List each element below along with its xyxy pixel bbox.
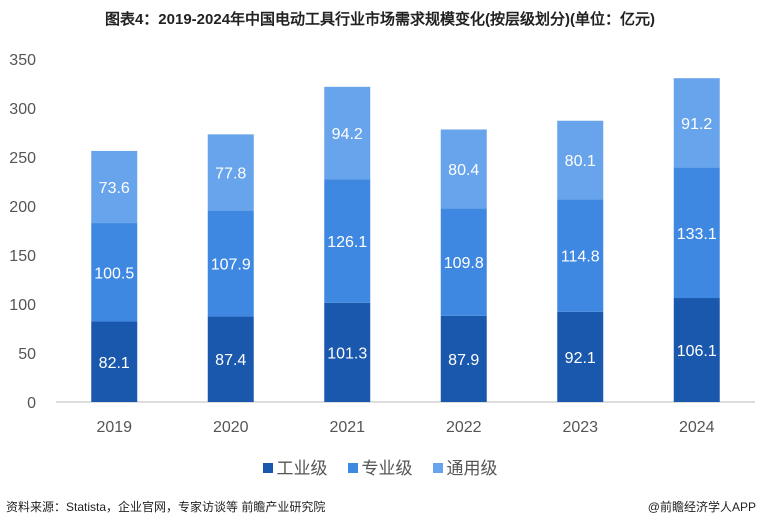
bar-segment [557,120,604,200]
data-label: 80.1 [565,153,596,170]
bar-segment [324,302,371,402]
bar-segment [557,311,604,402]
legend-swatch [347,463,358,473]
legend-label: 通用级 [446,459,498,478]
x-tick-label: 2020 [213,419,249,436]
bar-segment [324,179,371,303]
y-tick-label: 350 [9,52,36,69]
x-tick-label: 2019 [96,419,132,436]
source-note: 资料来源：Statista，企业官网，专家访谈等 前瞻产业研究院 [6,500,326,514]
data-label: 100.5 [94,265,134,282]
y-tick-label: 300 [9,101,36,118]
data-label: 126.1 [327,234,367,251]
data-label: 114.8 [561,248,600,265]
bar-segment [207,316,254,402]
data-label: 80.4 [448,162,479,179]
bar-segment [91,321,138,402]
data-label: 133.1 [677,226,717,243]
y-tick-label: 50 [18,346,36,363]
y-tick-label: 150 [9,248,36,265]
data-label: 87.4 [215,352,246,369]
bar-segment [207,134,254,211]
bar-segment [91,150,138,224]
legend-item: 工业级 [262,459,328,478]
bar-segment [440,208,487,316]
legend-item: 通用级 [432,459,498,478]
data-label: 73.6 [99,180,130,197]
bar-segment [440,315,487,402]
data-label: 101.3 [327,345,367,362]
bar-segment [324,86,371,180]
bar-segment [207,210,254,317]
y-tick-label: 200 [9,199,36,216]
data-label: 107.9 [211,256,251,273]
data-label: 94.2 [332,126,363,143]
data-label: 106.1 [677,343,717,360]
x-tick-label: 2022 [446,419,482,436]
chart-title: 图表4：2019-2024年中国电动工具行业市场需求规模变化(按层级划分)(单位… [104,11,656,28]
data-label: 91.2 [681,116,712,133]
bar-segment [440,129,487,209]
legend-item: 专业级 [347,459,413,478]
legend-label: 专业级 [361,459,413,478]
y-tick-label: 100 [9,297,36,314]
legend-swatch [432,463,443,473]
legend: 工业级 专业级 通用级 [0,454,760,479]
data-label: 87.9 [448,352,479,369]
x-tick-label: 2024 [679,419,715,436]
legend-label: 工业级 [276,459,328,478]
x-tick-label: 2021 [329,419,365,436]
bar-segment [673,167,720,299]
y-tick-label: 0 [27,395,36,412]
data-label: 82.1 [99,355,130,372]
bar-segment [673,298,720,402]
bar-segment [91,223,138,322]
bar-segment [557,199,604,312]
bar-segment [673,78,720,168]
data-label: 92.1 [565,350,596,367]
data-label: 109.8 [444,255,484,272]
data-label: 77.8 [215,165,246,182]
legend-swatch [262,463,273,473]
x-tick-label: 2023 [562,419,598,436]
credit: @前瞻经济学人APP [647,500,756,514]
y-tick-label: 250 [9,150,36,167]
